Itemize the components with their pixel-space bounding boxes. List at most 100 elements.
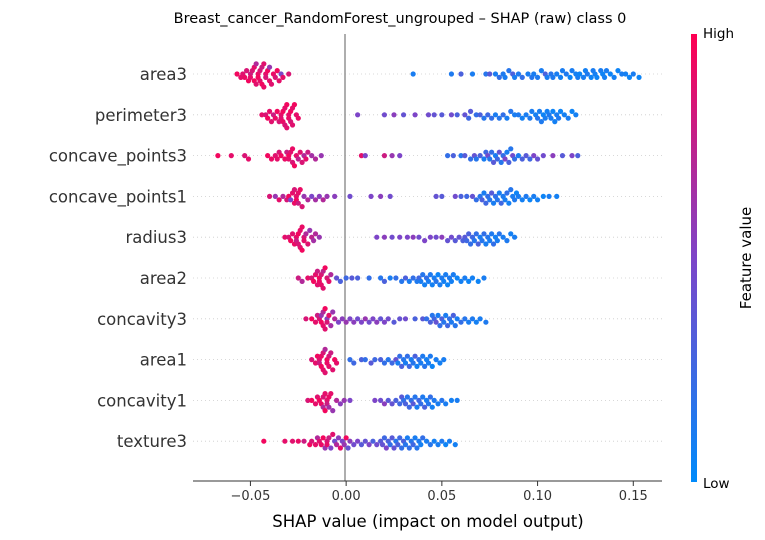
shap-point (489, 115, 495, 121)
shap-point (422, 363, 428, 369)
shap-point (462, 112, 468, 118)
shap-point (502, 74, 508, 80)
shap-point (423, 438, 430, 444)
shap-point (414, 445, 420, 451)
shap-point (268, 156, 275, 162)
shap-point (554, 71, 560, 77)
shap-point (347, 438, 353, 444)
shap-point (381, 435, 388, 441)
shap-point (477, 316, 483, 322)
shap-point (303, 231, 309, 237)
shap-point (282, 156, 288, 162)
shap-points (215, 61, 642, 451)
shap-point (487, 156, 493, 162)
shap-point (332, 193, 338, 199)
shap-point (372, 397, 378, 403)
shap-point (492, 71, 499, 77)
shap-point (389, 435, 395, 441)
shap-point (445, 238, 451, 244)
shap-point (494, 238, 500, 244)
shap-point (393, 397, 399, 403)
shap-point (443, 272, 449, 278)
shap-point (445, 323, 451, 329)
shap-point (420, 316, 426, 322)
shap-point (326, 278, 332, 284)
shap-point (259, 112, 265, 118)
shap-point (435, 401, 441, 407)
shap-point (299, 204, 305, 210)
shap-point (481, 231, 487, 237)
shap-point (569, 68, 575, 74)
shap-point (550, 153, 556, 159)
shap-point (550, 74, 556, 80)
shap-point (402, 360, 409, 366)
shap-point (351, 319, 357, 325)
feature-label: texture3 (117, 432, 187, 451)
x-tick-label: 0.15 (619, 489, 648, 504)
shap-point (534, 197, 541, 203)
shap-point (439, 112, 445, 118)
shap-point (542, 115, 548, 121)
shap-point (228, 153, 234, 159)
shap-point (630, 71, 636, 77)
shap-point (422, 404, 428, 410)
shap-point (511, 234, 518, 240)
x-tick-label: 0.00 (332, 489, 361, 504)
shap-point (601, 74, 608, 80)
feature-rows: area3 perimeter3 concave_points3 concave_po… (49, 65, 662, 451)
shap-point (412, 435, 418, 441)
shap-point (588, 74, 594, 80)
shap-point (330, 408, 336, 414)
shap-point (234, 71, 240, 77)
shap-point (343, 275, 349, 281)
shap-point (538, 119, 545, 125)
shap-point (448, 71, 455, 77)
shap-point (288, 197, 294, 203)
shap-point (272, 193, 278, 199)
shap-point (385, 316, 391, 322)
shap-point (454, 112, 460, 118)
shap-point (494, 197, 500, 203)
shap-point (435, 272, 441, 278)
shap-point (504, 238, 510, 244)
shap-point (383, 445, 389, 451)
shap-point (253, 81, 259, 87)
shap-point (427, 319, 433, 325)
shap-point (485, 112, 491, 118)
shap-point (412, 394, 418, 400)
shap-point (500, 234, 506, 240)
shap-point (305, 197, 311, 203)
shap-point (452, 323, 458, 329)
shap-point (366, 275, 372, 281)
shap-point (410, 442, 416, 448)
shap-point (557, 74, 564, 80)
shap-point (445, 153, 451, 159)
shap-point (358, 319, 365, 325)
shap-point (366, 319, 372, 325)
colorbar-high-label: High (703, 26, 734, 42)
shap-point (490, 241, 497, 247)
shap-point (343, 319, 349, 325)
shap-point (538, 68, 545, 74)
shap-point (295, 156, 301, 162)
shap-point (397, 353, 403, 359)
shap-point (326, 363, 332, 369)
shap-point (286, 71, 292, 77)
shap-point (427, 394, 433, 400)
shap-point (498, 159, 504, 165)
shap-point (266, 108, 273, 114)
shap-point (414, 404, 420, 410)
shap-point (481, 156, 487, 162)
shap-point (437, 282, 443, 288)
shap-point (519, 156, 525, 162)
shap-point (261, 84, 267, 90)
shap-point (450, 312, 456, 318)
shap-point (312, 401, 319, 407)
shap-point (381, 360, 388, 366)
shap-point (540, 193, 546, 199)
shap-point (406, 404, 412, 410)
shap-point (389, 360, 395, 366)
shap-point (305, 241, 311, 247)
shap-point (531, 153, 537, 159)
shap-point (299, 224, 305, 230)
